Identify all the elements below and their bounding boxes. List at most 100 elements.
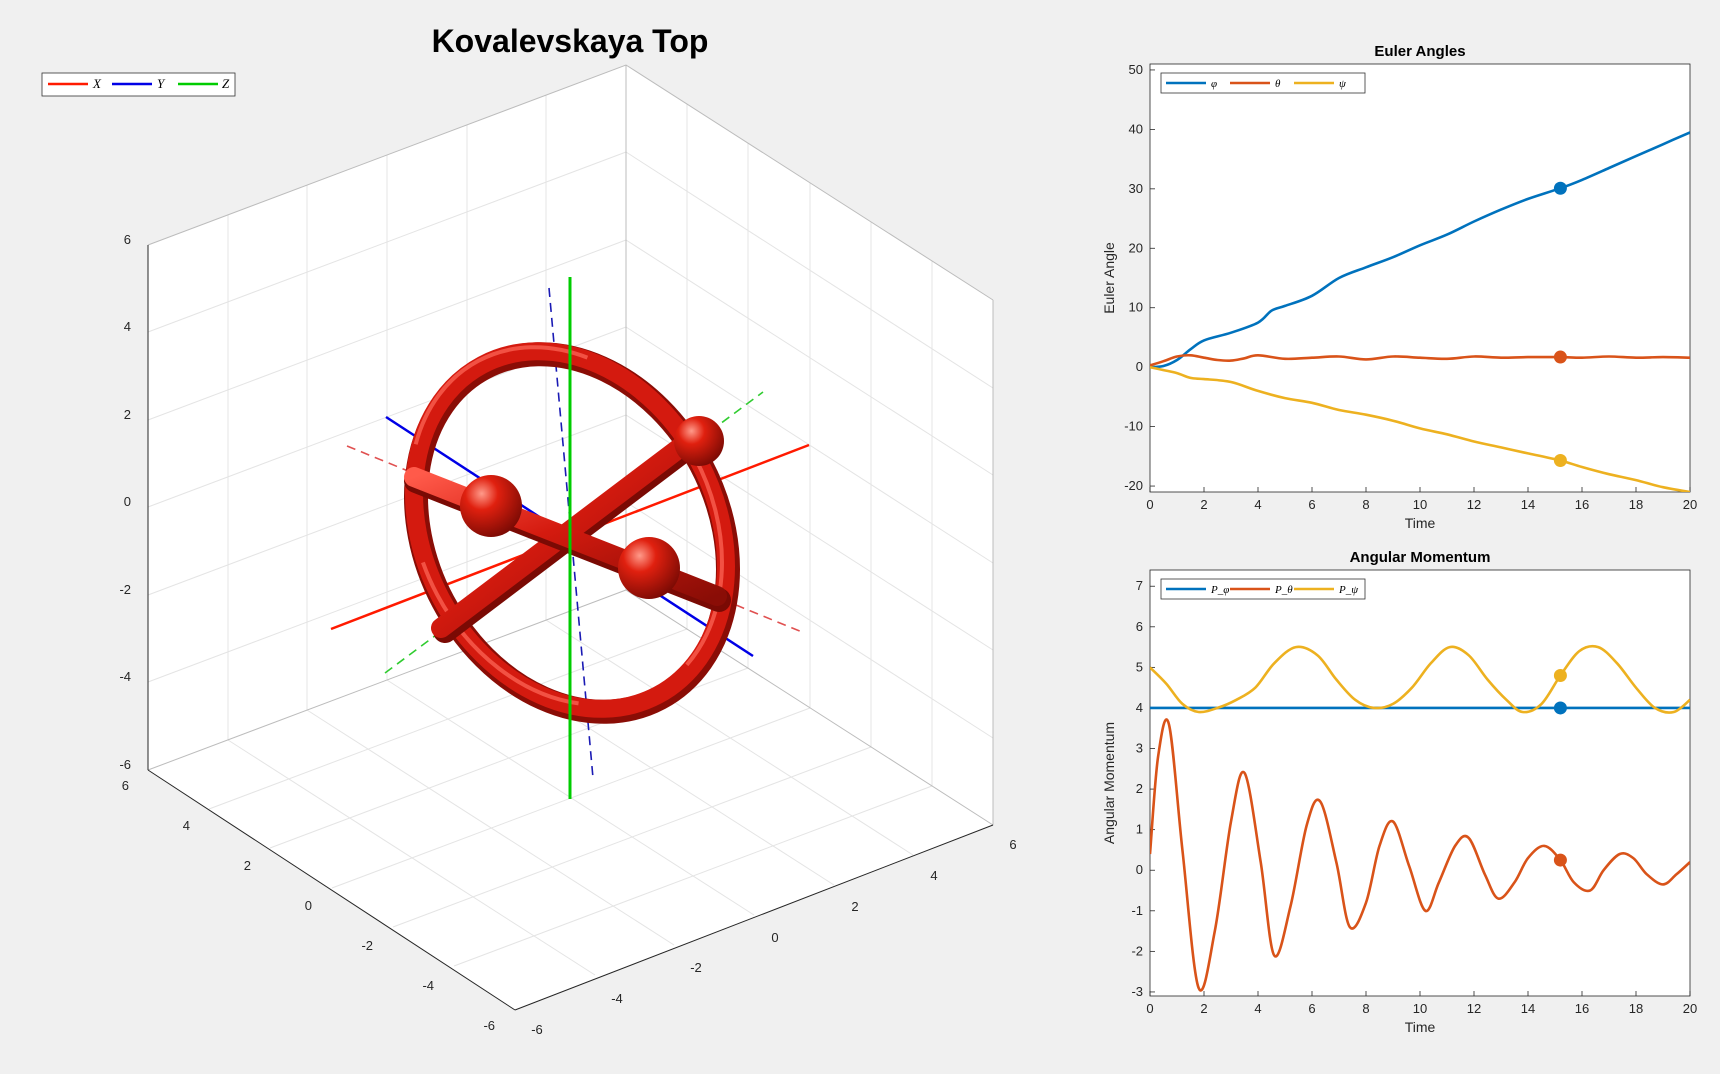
euler-y-tick-label: 0 [1136,359,1143,374]
momentum-legend-label-1: P_θ [1274,584,1293,596]
momentum-series-line-1 [1150,718,1690,992]
euler-time-marker-0 [1553,181,1567,195]
axes-box [147,64,994,1011]
momentum-time-marker-2 [1553,668,1567,682]
x-tick: -6 [531,1022,543,1037]
momentum-legend-label-2: P_ψ [1338,584,1358,596]
euler-time-marker-1 [1553,350,1567,364]
momentum-y-tick-label: 3 [1136,741,1143,756]
z-tick: 4 [124,319,131,334]
legend-label-z: Z [222,76,230,91]
y-tick: -4 [422,978,434,993]
x-tick-labels: -6 -4 -2 0 2 4 6 [531,837,1016,1037]
euler-series-line-0 [1150,131,1690,369]
euler-xlabel: Time [1405,515,1436,531]
euler-y-tick-label: 50 [1129,62,1143,77]
euler-series-line-1 [1150,353,1690,367]
euler-plot-area [1149,63,1691,493]
legend-label-x: X [92,76,102,91]
momentum-legend-label-0: P_φ [1210,584,1229,596]
momentum-y-tick-label: -3 [1131,984,1143,999]
y-tick: 4 [183,818,190,833]
z-tick: -6 [119,757,131,772]
momentum-time-marker-0 [1553,701,1567,715]
sphere [674,416,724,466]
euler-x-tick-label: 20 [1683,497,1697,512]
euler-x-tick-label: 12 [1467,497,1481,512]
axis-lines [147,245,994,1011]
euler-time-marker-2 [1553,453,1567,467]
momentum-ylabel: Angular Momentum [1101,722,1117,844]
momentum-series-group [1150,644,1690,992]
momentum-x-tick-label: 12 [1467,1001,1481,1016]
euler-series-line-2 [1150,365,1690,492]
momentum-y-tick-label: 5 [1136,659,1143,674]
euler-legend-label-2: ψ [1339,78,1346,90]
euler-x-tick-label: 18 [1629,497,1643,512]
euler-angles-chart: Euler Angles 0 2 4 6 8 10 12 14 16 18 20 50 40 30 20 10 0… [1101,43,1697,531]
momentum-x-tick-label: 10 [1413,1001,1427,1016]
figure-title: Kovalevskaya Top [432,23,709,59]
momentum-y-tick-label: 7 [1136,578,1143,593]
z-tick: 2 [124,407,131,422]
momentum-x-tick-label: 8 [1362,1001,1369,1016]
momentum-y-tick-label: 6 [1136,619,1143,634]
euler-y-tick-label: 30 [1129,181,1143,196]
momentum-x-tick-label: 0 [1146,1001,1153,1016]
sphere [618,537,680,599]
momentum-series-line-2 [1150,644,1690,714]
y-tick: -2 [361,938,373,953]
z-tick: 0 [124,494,131,509]
momentum-y-tick-label: 1 [1136,822,1143,837]
y-tick: 2 [244,858,251,873]
euler-y-tick-label: -20 [1124,478,1143,493]
kovalevskaya-3d-axes: Kovalevskaya Top [41,23,1017,1037]
momentum-y-tick-label: -2 [1131,943,1143,958]
momentum-plot-area [1149,569,1691,997]
momentum-y-tick-label: 0 [1136,862,1143,877]
euler-ylabel: Euler Angle [1101,242,1117,314]
x-tick: -4 [611,991,623,1006]
euler-y-tick-label: 10 [1129,300,1143,315]
z-tick: -4 [119,669,131,684]
momentum-x-tick-label: 2 [1200,1001,1207,1016]
momentum-y-tick-label: 4 [1136,700,1143,715]
momentum-x-tick-label: 14 [1521,1001,1535,1016]
y-tick: -6 [483,1018,495,1033]
euler-x-tick-label: 6 [1308,497,1315,512]
x-tick: 0 [771,930,778,945]
momentum-x-tick-label: 4 [1254,1001,1261,1016]
euler-x-tick-label: 10 [1413,497,1427,512]
momentum-x-tick-label: 6 [1308,1001,1315,1016]
y-tick: 0 [305,898,312,913]
legend-label-y: Y [157,76,166,91]
momentum-x-tick-label: 18 [1629,1001,1643,1016]
euler-y-tick-label: 40 [1129,121,1143,136]
momentum-y-tick-label: -1 [1131,903,1143,918]
momentum-time-marker-1 [1553,853,1567,867]
euler-legend-label-1: θ [1275,78,1281,90]
euler-x-tick-label: 2 [1200,497,1207,512]
sphere [460,475,522,537]
euler-title: Euler Angles [1374,43,1465,60]
euler-x-tick-label: 0 [1146,497,1153,512]
x-tick: 4 [930,868,937,883]
momentum-x-tick-label: 20 [1683,1001,1697,1016]
euler-x-tick-label: 8 [1362,497,1369,512]
z-tick: -2 [119,582,131,597]
xyz-legend: X Y Z [41,72,236,97]
momentum-y-tick-label: 2 [1136,781,1143,796]
momentum-legend: P_φ P_θ P_ψ [1160,578,1366,600]
z-tick: 6 [124,232,131,247]
x-tick: -2 [690,960,702,975]
x-tick: 6 [1009,837,1016,852]
y-tick-labels: 6 4 2 0 -2 -4 -6 [122,778,495,1033]
y-tick: 6 [122,778,129,793]
momentum-title: Angular Momentum [1350,549,1491,566]
floor-pane [148,590,993,1010]
box-edges [147,64,994,826]
euler-x-tick-label: 14 [1521,497,1535,512]
euler-legend-label-0: φ [1211,78,1217,90]
